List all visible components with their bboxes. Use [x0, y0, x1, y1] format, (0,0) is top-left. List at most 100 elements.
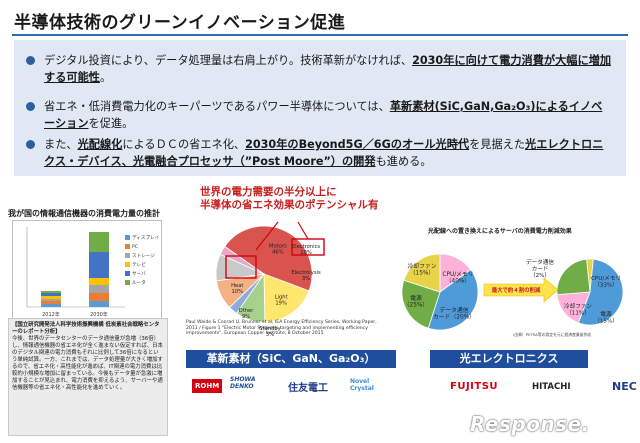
bullet-3-segment-2: 光配線化: [77, 138, 123, 151]
photonics-banner: 光エレクトロニクス: [430, 350, 588, 368]
report-box: 【国立研究開発法人科学技術振興機構 低炭素社会戦略センターのレポート分析】 今後…: [8, 318, 168, 436]
pie-citation: Paul Waide & Conrad U. Brunner et al, IE…: [186, 320, 377, 337]
power-pie-slice-1: [224, 225, 313, 292]
server-reduction-chart: 冷却ファン（15%） CPU/メモリ（40%） 電源（25%） データ通信カード（20…: [392, 236, 640, 340]
pie-label-standby: Standby 3%: [259, 326, 280, 336]
legend-label-6: ルータ: [132, 279, 146, 286]
bullet-1-text: デジタル投資により、データ処理量は右肩上がり。技術革新がなければ、2030年に向…: [44, 52, 612, 86]
bullet-3-segment-3: によるＤＣの省エネ化、: [122, 138, 246, 151]
bullet-dot-icon: [26, 140, 35, 149]
pie-label-heat: Heat 10%: [231, 283, 243, 295]
bullet-3: また、光配線化によるＤＣの省エネ化、2030年のBeyond5G／6Gのオール光…: [26, 136, 612, 170]
headline-pointer: [255, 221, 279, 251]
bar-2030-segment-1: [89, 301, 109, 307]
legend-label-4: テレビ: [132, 261, 146, 268]
after-power-label: 電源（15%）: [594, 310, 618, 324]
pie-label-other: Other 9%: [239, 308, 255, 320]
bullet-1-segment-3: 。: [99, 71, 112, 84]
page-title: 半導体技術のグリーンイノベーション促進: [14, 13, 346, 33]
consumption-chart-title: 我が国の情報通信機器の消費電力量の推計: [8, 209, 160, 218]
bullet-2-text: 省エネ・低消費電力化のキーパーツであるパワー半導体については、革新素材(SiC,…: [44, 98, 612, 132]
bar-2030-segment-2: [89, 293, 109, 301]
before-cpu-label: CPU/メモリ（40%）: [442, 271, 473, 285]
before-power-label: 電源（25%）: [404, 294, 428, 309]
bullet-2-segment-1: 省エネ・低消費電力化のキーパーツであるパワー半導体については、: [44, 100, 390, 113]
server-before-pie-slice-2: [427, 269, 479, 331]
fujitsu-logo: FUJITSU: [450, 381, 499, 392]
headline-line-2: 半導体の省エネ効果のポテンシャル有: [200, 199, 379, 211]
legend-swatch-3: [125, 253, 130, 258]
category-label-2012: 2012年: [42, 311, 60, 318]
pie-label-electrolysis: Electrolysis 3%: [291, 270, 321, 282]
hitachi-logo: HITACHI: [532, 382, 571, 392]
rohm-logo: ROHM: [192, 379, 223, 393]
bar-2030-segment-3: [89, 285, 109, 293]
bullet-dot-icon: [26, 102, 35, 111]
legend-swatch-5: [125, 271, 130, 276]
bullet-1-segment-2: 2030年に向けて電力消費が大幅に増加する可能性: [44, 54, 612, 84]
bullet-3-segment-7: も進める。: [375, 155, 432, 168]
potential-headline: 世界の電力需要の半分以上に 半導体の省エネ効果のポテンシャル有: [190, 186, 410, 212]
server-chart-source: (出典）PETRA等の測定を元に経済産業省作成: [513, 332, 591, 337]
consumption-chart: ディスプレイ PC ストレージ テレビ サーバ ルータ 2012年 2030年: [12, 220, 162, 322]
power-demand-pie-svg: Motors 46% Light 19% Electronics 10% Electroly…: [215, 221, 325, 338]
headline-pointer-2: [297, 221, 309, 240]
sumitomo-electric-logo: 住友電工: [288, 383, 328, 394]
legend-swatch-6: [125, 280, 130, 285]
legend-label-3: ストレージ: [132, 253, 155, 259]
bullet-dot-icon: [26, 56, 35, 65]
bar-2012-segment-6: [41, 291, 61, 293]
power-demand-pie: Motors 46% Light 19% Electronics 10% Electroly…: [186, 212, 392, 338]
power-pie-slice-7: [219, 245, 265, 275]
materials-logos: ROHM SHOWA DENKO 住友電工 Novel Crystal: [186, 374, 396, 404]
after-fan-label: 冷却ファン（11%）: [564, 302, 592, 316]
server-reduction-title: 光配線への置き換えによるサーバの消費電力削減効果: [428, 228, 572, 235]
server-before-pie-slice-4: [403, 253, 441, 293]
bar-2030-segment-4: [89, 278, 109, 285]
legend-swatch-4: [125, 262, 130, 267]
power-pie-slice-2: [263, 273, 310, 323]
before-fan-label: 冷却ファン（15%）: [408, 262, 437, 277]
legend-label-1: ディスプレイ: [132, 234, 159, 241]
bullet-3-segment-1: また、: [44, 138, 78, 151]
after-cpu-label: CPU/メモリ（33%）: [591, 275, 621, 288]
response-watermark: Response.: [470, 412, 590, 436]
summary-panel: デジタル投資により、データ処理量は右肩上がり。技術革新がなければ、2030年に向…: [14, 40, 626, 176]
bar-2012-segment-3: [41, 299, 61, 301]
photonics-logos: FUJITSU HITACHI NEC: [410, 374, 640, 404]
bullet-3-segment-5: を見据えた: [469, 138, 526, 151]
reduction-arrow-label: 最大で約４割の削減: [492, 286, 541, 294]
nec-logo: NEC: [612, 380, 637, 393]
report-body: 今後、世界のデータセンターのデータ通信量が急増（36倍）し、情報通信機器の省エネ…: [12, 336, 163, 391]
headline-line-1: 世界の電力需要の半分以上に: [200, 186, 337, 198]
bar-2012-segment-1: [41, 304, 61, 307]
legend-swatch-1: [125, 235, 130, 240]
bar-2012-segment-4: [41, 296, 61, 299]
reduction-arrow-icon: [483, 277, 559, 303]
report-heading: 【国立研究開発法人科学技術振興機構 低炭素社会戦略センターのレポート分析】: [12, 322, 160, 335]
pie-label-light: Light 19%: [275, 294, 288, 306]
materials-banner: 革新素材（SiC、GaN、Ga₂O₃）: [186, 350, 396, 368]
category-label-2030: 2030年: [90, 311, 108, 318]
bullet-3-segment-4: 2030年のBeyond5G／6Gのオール光時代: [245, 138, 470, 151]
bullet-1: デジタル投資により、データ処理量は右肩上がり。技術革新がなければ、2030年に向…: [26, 52, 612, 86]
pie-label-motors: Motors 46%: [269, 244, 287, 256]
bullet-3-text: また、光配線化によるＤＣの省エネ化、2030年のBeyond5G／6Gのオール光…: [44, 136, 612, 170]
legend-swatch-2: [125, 244, 130, 249]
bullet-2-segment-2: 革新素材(SiC,GaN,Ga₂O₃)によるイノベーション: [44, 100, 603, 130]
bar-2012-segment-5: [41, 293, 61, 296]
server-after-pie-slice-2: [577, 258, 624, 326]
bar-2030-segment-6: [89, 232, 109, 252]
bullet-2: 省エネ・低消費電力化のキーパーツであるパワー半導体については、革新素材(SiC,…: [26, 98, 612, 132]
bullet-3-segment-6: 光エレクトロニクス・デバイス、光電融合プロセッサ（”Post Moore”）の開…: [44, 138, 604, 168]
showa-denko-logo: SHOWA DENKO: [230, 376, 256, 390]
title-divider: [12, 34, 628, 36]
after-card-label: データ通信カード（2%）: [526, 258, 554, 279]
legend-label-2: PC: [132, 244, 138, 250]
bar-2012-segment-2: [41, 301, 61, 304]
novel-crystal-logo: Novel Crystal: [350, 378, 374, 392]
bullet-2-segment-3: を促進。: [88, 117, 134, 130]
server-reduction-svg: 冷却ファン（15%） CPU/メモリ（40%） 電源（25%） データ通信カード（20…: [401, 253, 624, 337]
motors-highlight-box: [225, 255, 257, 279]
